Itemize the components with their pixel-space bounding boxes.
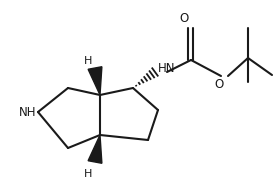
Polygon shape (88, 67, 102, 95)
Text: NH: NH (19, 106, 37, 119)
Text: H: H (84, 169, 92, 179)
Polygon shape (88, 135, 102, 163)
Text: H: H (84, 56, 92, 66)
Text: HN: HN (158, 61, 175, 74)
Text: O: O (179, 11, 189, 24)
Text: O: O (214, 77, 224, 90)
